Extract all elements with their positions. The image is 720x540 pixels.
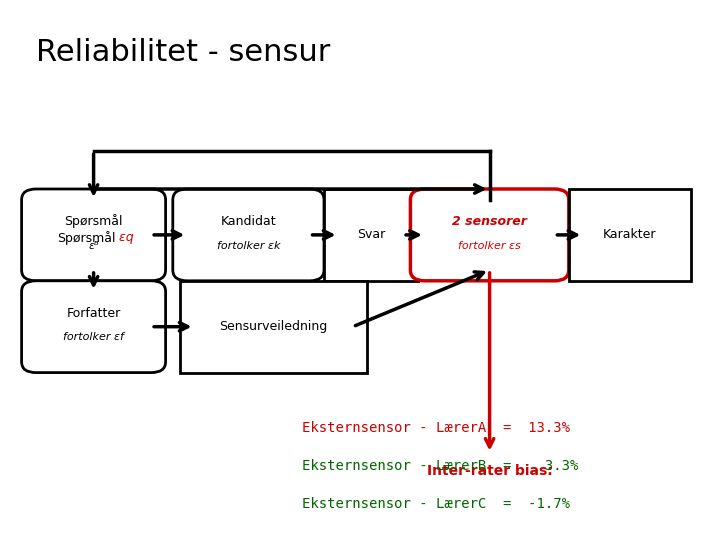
Text: εq: εq bbox=[115, 231, 134, 244]
Text: Eksternsensor - LærerB  =    3.3%: Eksternsensor - LærerB = 3.3% bbox=[302, 459, 579, 473]
Text: Forfatter: Forfatter bbox=[66, 307, 121, 320]
Text: 2 sensorer: 2 sensorer bbox=[452, 215, 527, 228]
FancyBboxPatch shape bbox=[180, 281, 367, 373]
Text: Eksternsensor - LærerC  =  -1.7%: Eksternsensor - LærerC = -1.7% bbox=[302, 497, 570, 511]
FancyBboxPatch shape bbox=[173, 189, 324, 281]
Text: Karakter: Karakter bbox=[603, 228, 657, 241]
Text: fortolker εf: fortolker εf bbox=[63, 333, 124, 342]
Text: fortolker εk: fortolker εk bbox=[217, 241, 280, 251]
Text: Sensurveiledning: Sensurveiledning bbox=[220, 320, 328, 333]
FancyBboxPatch shape bbox=[410, 189, 569, 281]
FancyBboxPatch shape bbox=[324, 189, 418, 281]
FancyBboxPatch shape bbox=[22, 281, 166, 373]
Text: Reliabilitet - sensur: Reliabilitet - sensur bbox=[36, 38, 330, 67]
Text: Spørsmål: Spørsmål bbox=[57, 231, 116, 245]
FancyBboxPatch shape bbox=[22, 189, 166, 281]
Text: Eksternsensor - LærerA  =  13.3%: Eksternsensor - LærerA = 13.3% bbox=[302, 421, 570, 435]
FancyBboxPatch shape bbox=[569, 189, 691, 281]
Text: εᴮ: εᴮ bbox=[89, 241, 99, 251]
Text: Inter-rater bias:: Inter-rater bias: bbox=[427, 464, 552, 478]
Text: Svar: Svar bbox=[356, 228, 385, 241]
Text: Spørsmål: Spørsmål bbox=[64, 214, 123, 228]
Text: Kandidat: Kandidat bbox=[220, 215, 276, 228]
Text: fortolker εs: fortolker εs bbox=[458, 241, 521, 251]
